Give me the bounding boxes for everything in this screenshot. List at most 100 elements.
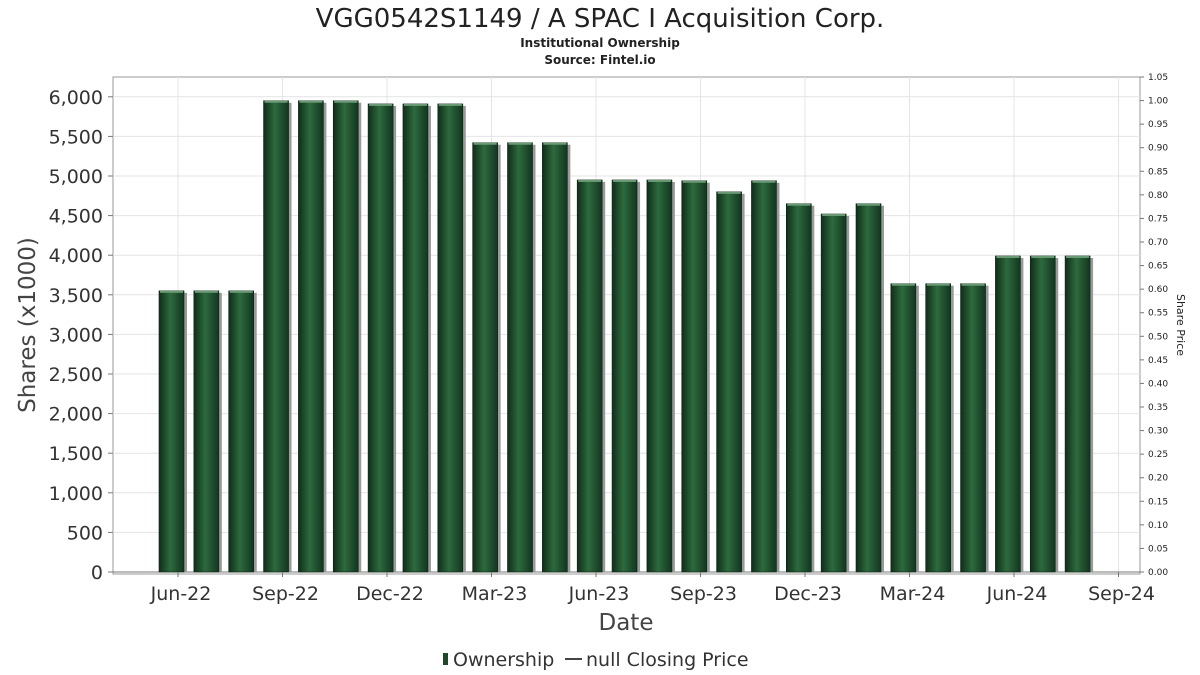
ownership-bar xyxy=(785,203,812,573)
bar-top-highlight xyxy=(264,100,288,103)
y2-tick-label: 0.35 xyxy=(1148,403,1168,413)
y2-tick-label: 0.15 xyxy=(1148,497,1168,507)
y-tick-label: 4,500 xyxy=(49,206,103,228)
y2-tick-label: 1.00 xyxy=(1148,97,1168,107)
bar-top-highlight xyxy=(508,142,532,145)
y2-tick-label: 0.80 xyxy=(1148,191,1168,201)
bar-top-highlight xyxy=(787,203,811,206)
bar-top-highlight xyxy=(682,180,706,183)
y2-tick-label: 0.40 xyxy=(1148,379,1168,389)
ownership-bar xyxy=(158,290,185,573)
y-tick-label: 5,500 xyxy=(49,126,103,148)
y-axis-ticks: 0 500 1,000 1,500 2,000 2,500 3,000 3,500 4,000 4… xyxy=(49,87,113,584)
bar-top-highlight xyxy=(543,142,567,145)
y-tick-label: 1,500 xyxy=(49,443,103,465)
x-tick-label: Dec-23 xyxy=(774,583,842,605)
x-tick-label: Sep-22 xyxy=(252,583,319,605)
ownership-bar xyxy=(820,213,847,573)
ownership-bar xyxy=(367,103,394,573)
ownership-bar xyxy=(472,142,498,573)
y-tick-label: 3,000 xyxy=(49,324,103,346)
bar-top-highlight xyxy=(229,290,253,293)
bar-top-highlight xyxy=(299,100,323,103)
bars xyxy=(158,100,1094,573)
y-tick-label: 5,000 xyxy=(49,166,103,188)
y2-tick-label: 0.45 xyxy=(1148,356,1168,366)
bar-top-highlight xyxy=(613,179,637,182)
ownership-bar xyxy=(1064,255,1091,573)
ownership-bar xyxy=(193,290,220,573)
ownership-bar xyxy=(646,179,673,573)
bar-top-highlight xyxy=(403,103,427,106)
ownership-bar xyxy=(437,103,464,573)
x-axis-ticks: Jun-22 Sep-22 Dec-22 Mar-23 Jun-23 Sep-23 Dec-… xyxy=(150,572,1155,605)
y2-tick-label: 0.75 xyxy=(1148,214,1168,224)
ownership-bar xyxy=(507,142,533,573)
x-tick-label: Sep-24 xyxy=(1088,583,1155,605)
bar-top-highlight xyxy=(752,180,776,183)
x-tick-label: Dec-22 xyxy=(356,583,424,605)
bar-top-highlight xyxy=(1066,255,1090,258)
bar-top-highlight xyxy=(473,142,497,145)
ownership-bar xyxy=(542,142,568,573)
ownership-bar xyxy=(925,283,952,573)
ownership-bar xyxy=(228,290,254,573)
bar-top-highlight xyxy=(334,100,358,103)
y2-tick-label: 0.90 xyxy=(1148,144,1168,154)
x-axis-label: Date xyxy=(599,610,654,636)
ownership-bar xyxy=(855,203,882,573)
y2-tick-label: 0.05 xyxy=(1148,544,1168,554)
y2-tick-label: 0.25 xyxy=(1148,450,1168,460)
chart-title: VGG0542S1149 / A SPAC I Acquisition Corp… xyxy=(316,4,885,34)
y2-axis-ticks: 0.00 0.05 0.10 0.15 0.20 0.25 0.30 0.35 0.40 0.45… xyxy=(1140,73,1168,578)
bar-top-highlight xyxy=(369,103,393,106)
bar-top-highlight xyxy=(926,283,950,286)
ownership-bar xyxy=(716,191,742,573)
ownership-bar xyxy=(751,180,777,573)
ownership-bar xyxy=(332,100,359,573)
y2-tick-label: 0.70 xyxy=(1148,238,1168,248)
y-axis-label: Shares (x1000) xyxy=(15,237,41,413)
ownership-bar xyxy=(611,179,638,573)
bar-top-highlight xyxy=(857,203,880,206)
y2-tick-label: 0.10 xyxy=(1148,521,1168,531)
y2-tick-label: 0.30 xyxy=(1148,427,1168,437)
x-tick-label: Jun-23 xyxy=(568,583,630,605)
y2-tick-label: 0.20 xyxy=(1148,474,1168,484)
legend-ownership-label: Ownership xyxy=(453,649,554,671)
bar-top-highlight xyxy=(717,191,741,194)
bar-top-highlight xyxy=(961,283,985,286)
chart-source: Source: Fintel.io xyxy=(544,53,655,67)
bar-top-highlight xyxy=(891,283,915,286)
y-tick-label: 2,000 xyxy=(49,404,103,426)
y-tick-label: 2,500 xyxy=(49,364,103,386)
chart-subtitle: Institutional Ownership xyxy=(520,36,680,50)
bar-top-highlight xyxy=(194,290,218,293)
x-tick-label: Mar-24 xyxy=(880,583,946,605)
ownership-bar xyxy=(263,100,289,573)
bar-top-highlight xyxy=(647,179,671,182)
y2-tick-label: 1.05 xyxy=(1148,73,1168,83)
bar-top-highlight xyxy=(822,214,846,217)
bar-top-highlight xyxy=(438,103,462,106)
ownership-bar xyxy=(576,179,603,573)
ownership-bar xyxy=(890,283,917,573)
y-tick-label: 6,000 xyxy=(49,87,103,109)
y2-tick-label: 0.95 xyxy=(1148,120,1168,130)
y2-tick-label: 0.85 xyxy=(1148,167,1168,177)
y2-tick-label: 0.60 xyxy=(1148,285,1168,295)
y2-axis-label: Share Price xyxy=(1174,294,1187,356)
legend-price-label: null Closing Price xyxy=(586,649,749,671)
x-tick-label: Mar-23 xyxy=(462,583,528,605)
x-tick-label: Jun-22 xyxy=(150,583,212,605)
ownership-bar xyxy=(960,283,986,573)
y2-tick-label: 0.00 xyxy=(1148,568,1168,578)
bar-top-highlight xyxy=(578,179,602,182)
y2-tick-label: 0.65 xyxy=(1148,262,1168,272)
bar-top-highlight xyxy=(996,255,1020,258)
y-tick-label: 4,000 xyxy=(49,245,103,267)
x-tick-label: Jun-24 xyxy=(986,583,1048,605)
y2-tick-label: 0.50 xyxy=(1148,332,1168,342)
ownership-bar xyxy=(298,100,324,573)
